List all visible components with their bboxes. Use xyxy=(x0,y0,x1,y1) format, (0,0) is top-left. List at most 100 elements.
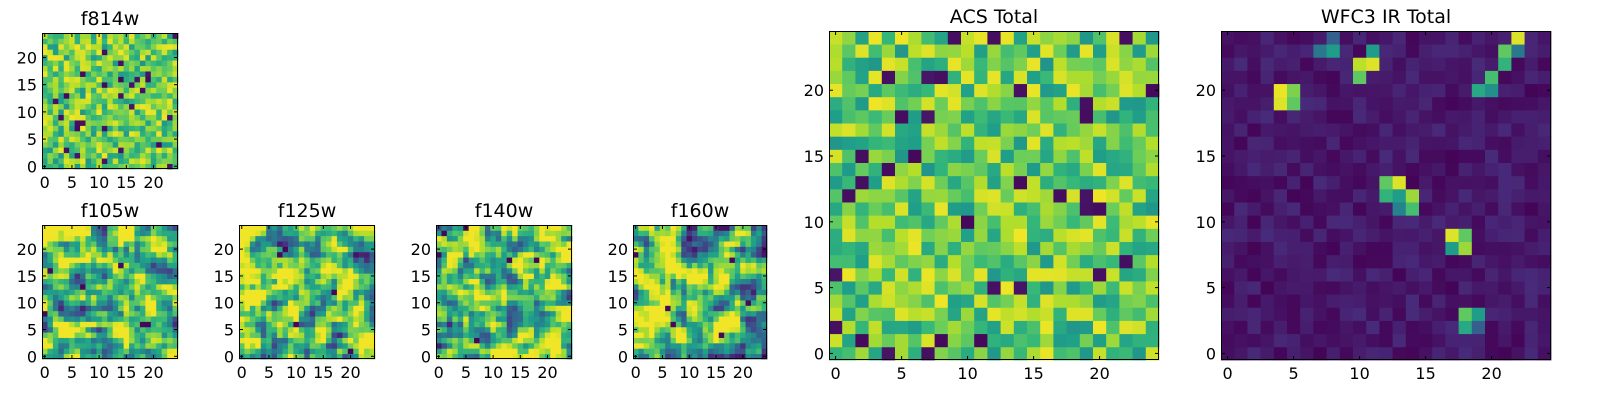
heatmap-cell xyxy=(702,294,709,301)
heatmap-cell xyxy=(881,267,896,282)
heatmap-cell xyxy=(52,43,59,50)
heatmap-cell xyxy=(750,316,757,322)
heatmap-cell xyxy=(659,305,666,312)
heatmap-cell xyxy=(1511,254,1525,269)
heatmap-cell xyxy=(96,54,103,61)
heatmap-cell xyxy=(713,262,720,269)
heatmap-cell xyxy=(167,300,173,306)
heatmap-cell xyxy=(555,262,562,269)
heatmap-cell xyxy=(134,310,141,317)
y-tick-label: 15 xyxy=(214,267,234,286)
heatmap-cell xyxy=(921,57,935,71)
heatmap-cell xyxy=(643,235,650,242)
heatmap-cell xyxy=(90,81,97,88)
heatmap-cell xyxy=(468,289,475,296)
heatmap-cell xyxy=(842,188,856,203)
heatmap-cell xyxy=(172,230,179,237)
heatmap-cell xyxy=(1079,215,1094,229)
heatmap-cell xyxy=(129,316,135,322)
heatmap-cell xyxy=(80,348,86,355)
heatmap-cell xyxy=(517,262,524,269)
heatmap-cell xyxy=(523,316,529,322)
heatmap-cell xyxy=(665,326,671,333)
heatmap-cell xyxy=(1287,346,1301,361)
heatmap-cell xyxy=(1013,123,1028,137)
heatmap-cell xyxy=(729,278,736,285)
heatmap-cell xyxy=(161,257,168,263)
wfc3-ir-total-heatmap xyxy=(1221,31,1552,361)
heatmap-cell xyxy=(326,342,332,349)
heatmap-cell xyxy=(239,241,245,247)
heatmap-cell xyxy=(1287,241,1301,256)
heatmap-cell xyxy=(42,120,48,126)
heatmap-cell xyxy=(484,321,491,328)
heatmap-cell xyxy=(506,326,513,333)
heatmap-cell xyxy=(134,163,141,170)
heatmap-cell xyxy=(96,71,103,77)
heatmap-cell xyxy=(244,300,251,306)
heatmap-cell xyxy=(1027,346,1041,361)
heatmap-cell xyxy=(1537,307,1552,321)
heatmap-cell xyxy=(1313,215,1327,229)
heatmap-cell xyxy=(112,267,119,274)
heatmap-cell xyxy=(1471,267,1486,282)
heatmap-cell xyxy=(167,337,173,344)
heatmap-cell xyxy=(1313,346,1327,361)
heatmap-cell xyxy=(528,294,535,301)
heatmap-cell xyxy=(490,230,497,237)
heatmap-cell xyxy=(1119,307,1133,321)
heatmap-cell xyxy=(1234,333,1248,348)
heatmap-cell xyxy=(1027,241,1041,256)
heatmap-cell xyxy=(681,267,687,274)
x-tick-label: 15 xyxy=(510,363,530,382)
heatmap-cell xyxy=(42,316,48,322)
heatmap-cell xyxy=(881,44,896,58)
heatmap-cell xyxy=(659,326,666,333)
heatmap-cell xyxy=(90,273,97,279)
heatmap-cell xyxy=(364,241,370,247)
heatmap-cell xyxy=(74,158,81,164)
heatmap-cell xyxy=(1234,215,1248,229)
heatmap-cell xyxy=(42,49,48,56)
heatmap-cell xyxy=(691,310,698,317)
heatmap-cell xyxy=(474,257,480,263)
heatmap-cell xyxy=(107,109,114,115)
heatmap-cell xyxy=(69,332,76,338)
heatmap-cell xyxy=(633,251,639,258)
heatmap-cell xyxy=(974,136,988,150)
heatmap-cell xyxy=(441,241,448,247)
heatmap-cell xyxy=(1066,241,1081,256)
heatmap-cell xyxy=(74,278,81,285)
heatmap-cell xyxy=(1300,241,1314,256)
f105w-heatmap xyxy=(42,225,179,360)
heatmap-cell xyxy=(123,54,130,61)
heatmap-cell xyxy=(129,76,135,83)
heatmap-cell xyxy=(260,278,267,285)
heatmap-cell xyxy=(740,235,746,242)
heatmap-cell xyxy=(734,225,741,231)
heatmap-cell xyxy=(282,310,289,317)
heatmap-cell xyxy=(756,353,763,360)
heatmap-cell xyxy=(80,43,86,50)
heatmap-cell xyxy=(517,342,524,349)
heatmap-cell xyxy=(1392,307,1407,321)
heatmap-cell xyxy=(987,294,1001,308)
heatmap-cell xyxy=(150,283,157,290)
heatmap-cell xyxy=(364,300,370,306)
heatmap-cell xyxy=(364,225,370,231)
heatmap-cell xyxy=(364,283,370,290)
heatmap-cell xyxy=(52,98,59,105)
heatmap-cell xyxy=(1066,175,1081,190)
heatmap-cell xyxy=(528,225,535,231)
heatmap-cell xyxy=(675,283,682,290)
heatmap-cell xyxy=(539,241,546,247)
heatmap-cell xyxy=(829,254,843,269)
heatmap-cell xyxy=(761,342,768,349)
heatmap-cell xyxy=(101,49,108,56)
heatmap-cell xyxy=(161,278,168,285)
heatmap-cell xyxy=(750,267,757,274)
heatmap-cell xyxy=(161,326,168,333)
heatmap-cell xyxy=(134,38,141,45)
heatmap-cell xyxy=(468,230,475,237)
heatmap-cell xyxy=(90,294,97,301)
